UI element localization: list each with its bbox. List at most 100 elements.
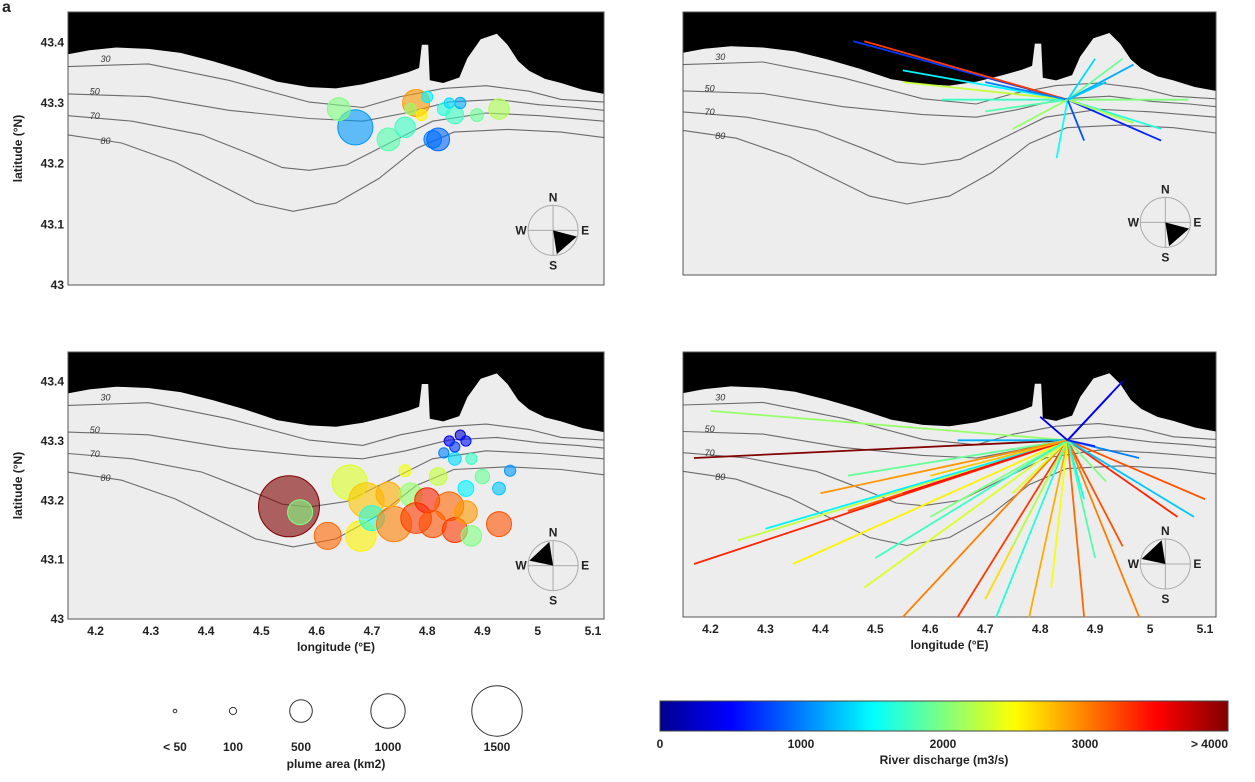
lon-tick-label: 5.1	[1197, 622, 1214, 636]
colorbar: 0 1000 2000 3000 > 4000 River discharge (m3/s…	[657, 700, 1229, 767]
size-legend-circle	[172, 708, 178, 714]
lat-tick-label: 43.3	[41, 434, 65, 448]
lon-tick-label: 4.6	[922, 622, 939, 636]
lon-tick-label: 4.7	[364, 624, 381, 638]
plume-trajectory	[956, 439, 1069, 618]
bathymetry-contour	[682, 401, 1217, 446]
panel-bottom-right: 30 50 70 80 N S E W 4.2 4.3 4.4 4.5 4.6 4.7 4.8 4.9 5 5.1…	[682, 351, 1217, 652]
plume-trajectory	[1067, 439, 1195, 518]
colorbar-tick-label: 1000	[788, 737, 815, 751]
land-mask	[683, 352, 1216, 432]
colorbar-tick-label: 3000	[1072, 737, 1099, 751]
plume-trajectory	[1066, 440, 1085, 500]
panel-bottom-left: 30 50 70 80 N S E W 43.4 43.3 43.2 43.1 43 latitude (…	[11, 351, 605, 654]
plume-bubble	[486, 511, 512, 538]
panel-top-left: 30 50 70 80 N S E W 43.4 43.3 43.2 43.1 43 latitude (…	[11, 11, 605, 292]
lon-tick-label: 4.5	[253, 624, 270, 638]
x-axis-label: longitude (°E)	[297, 640, 375, 654]
lon-tick-label: 4.6	[308, 624, 325, 638]
plume-trajectory	[864, 40, 1068, 101]
lon-tick-label: 4.8	[1032, 622, 1049, 636]
compass-rose: N S E W	[1128, 524, 1202, 606]
plume-trajectory	[1067, 439, 1096, 448]
lon-tick-label: 4.3	[757, 622, 774, 636]
plume-bubble	[287, 499, 314, 526]
plume-bubble	[488, 98, 510, 120]
lon-tick-label: 4.7	[977, 622, 994, 636]
contour-label: 50	[705, 424, 715, 434]
bathymetry-contour	[682, 465, 1217, 547]
plume-bubble	[443, 97, 455, 109]
lat-tick-label: 43	[51, 278, 65, 292]
lon-tick-label: 5	[1147, 622, 1154, 636]
size-legend-label: 1500	[484, 740, 511, 754]
size-legend-circle	[289, 699, 313, 723]
colorbar-gradient	[659, 700, 1229, 732]
lon-tick-label: 5	[534, 624, 541, 638]
plume-bubble	[415, 109, 428, 122]
plume-trajectory	[693, 439, 1068, 459]
plume-trajectory	[1012, 98, 1069, 130]
contour-label: 70	[705, 448, 715, 458]
plume-bubble	[337, 109, 374, 146]
compass-wedge	[1141, 540, 1166, 564]
compass-e-label: E	[1193, 557, 1201, 571]
plume-trajectory	[1066, 440, 1085, 618]
plume-trajectory	[1012, 439, 1069, 494]
compass-n-label: N	[1161, 524, 1170, 538]
plume-trajectory	[1055, 99, 1069, 159]
plume-bubble	[465, 452, 478, 465]
plume-trajectory	[863, 439, 1069, 589]
lon-tick-label: 4.5	[867, 622, 884, 636]
contour-label: 80	[715, 472, 725, 482]
plume-bubble	[445, 105, 465, 125]
plume-trajectory	[1066, 439, 1124, 547]
bathymetry-contour	[67, 63, 605, 109]
plot-frame	[682, 11, 1217, 276]
plume-bubble	[470, 108, 484, 122]
plume-trajectory	[1039, 416, 1069, 441]
compass-w-label: W	[1128, 557, 1140, 571]
plume-bubble	[404, 103, 417, 116]
compass-n-label: N	[1161, 182, 1170, 196]
plume-trajectory	[1066, 439, 1140, 618]
compass-e-label: E	[1193, 215, 1201, 229]
bathymetry-contour	[67, 128, 605, 212]
lon-tick-label: 4.4	[198, 624, 215, 638]
plume-trajectory	[1067, 439, 1179, 518]
contour-label: 80	[101, 136, 111, 146]
contour-label: 50	[90, 425, 100, 435]
plume-trajectory	[1011, 439, 1069, 547]
size-legend-label: 500	[291, 740, 311, 754]
plume-bubble	[454, 500, 478, 525]
contour-label: 30	[715, 392, 725, 402]
size-legend-label: 100	[223, 740, 243, 754]
bathymetry-contour	[67, 93, 605, 122]
plume-trajectory	[1066, 439, 1107, 483]
bathymetry-contour	[682, 108, 1217, 166]
colorbar-tick-label: 2000	[930, 737, 957, 751]
size-legend-label: < 50	[163, 740, 187, 754]
plume-trajectory	[1067, 98, 1134, 124]
plume-bubble	[394, 116, 416, 139]
contour-label: 30	[715, 52, 725, 62]
size-legend: < 50 100 500 1000 1500 plume area (km2)	[163, 685, 523, 771]
lon-tick-label: 4.9	[474, 624, 491, 638]
plume-bubble	[474, 468, 491, 485]
plume-bubble	[376, 127, 401, 152]
plume-bubble	[492, 481, 506, 496]
lat-tick-label: 43	[51, 612, 65, 626]
plume-trajectory	[995, 439, 1069, 618]
colorbar-tick-label: 0	[657, 737, 664, 751]
plume-trajectory	[1067, 98, 1162, 142]
plume-bubble	[428, 467, 448, 486]
lat-tick-label: 43.3	[41, 96, 65, 110]
lat-tick-label: 43.4	[41, 35, 65, 49]
plume-bubble	[375, 481, 402, 508]
plume-bubble	[504, 464, 517, 477]
bathymetry-contour	[67, 402, 605, 446]
plume-bubble	[426, 127, 451, 152]
compass-rose: N S E W	[515, 190, 589, 272]
bathymetry-contour	[67, 450, 605, 508]
